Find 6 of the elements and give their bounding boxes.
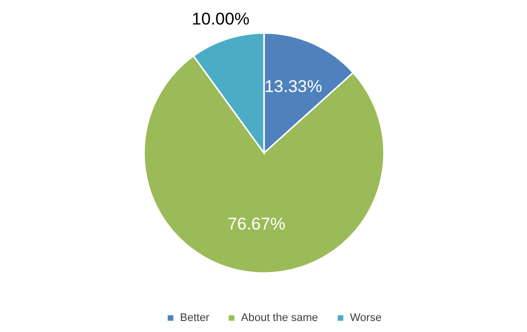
data-label: 13.33% [264, 77, 322, 96]
legend-label: About the same [241, 312, 318, 324]
data-label: 10.00% [192, 9, 250, 28]
legend-label: Better [180, 312, 210, 324]
data-label: 76.67% [228, 214, 286, 234]
legend-label: Worse [350, 312, 382, 324]
